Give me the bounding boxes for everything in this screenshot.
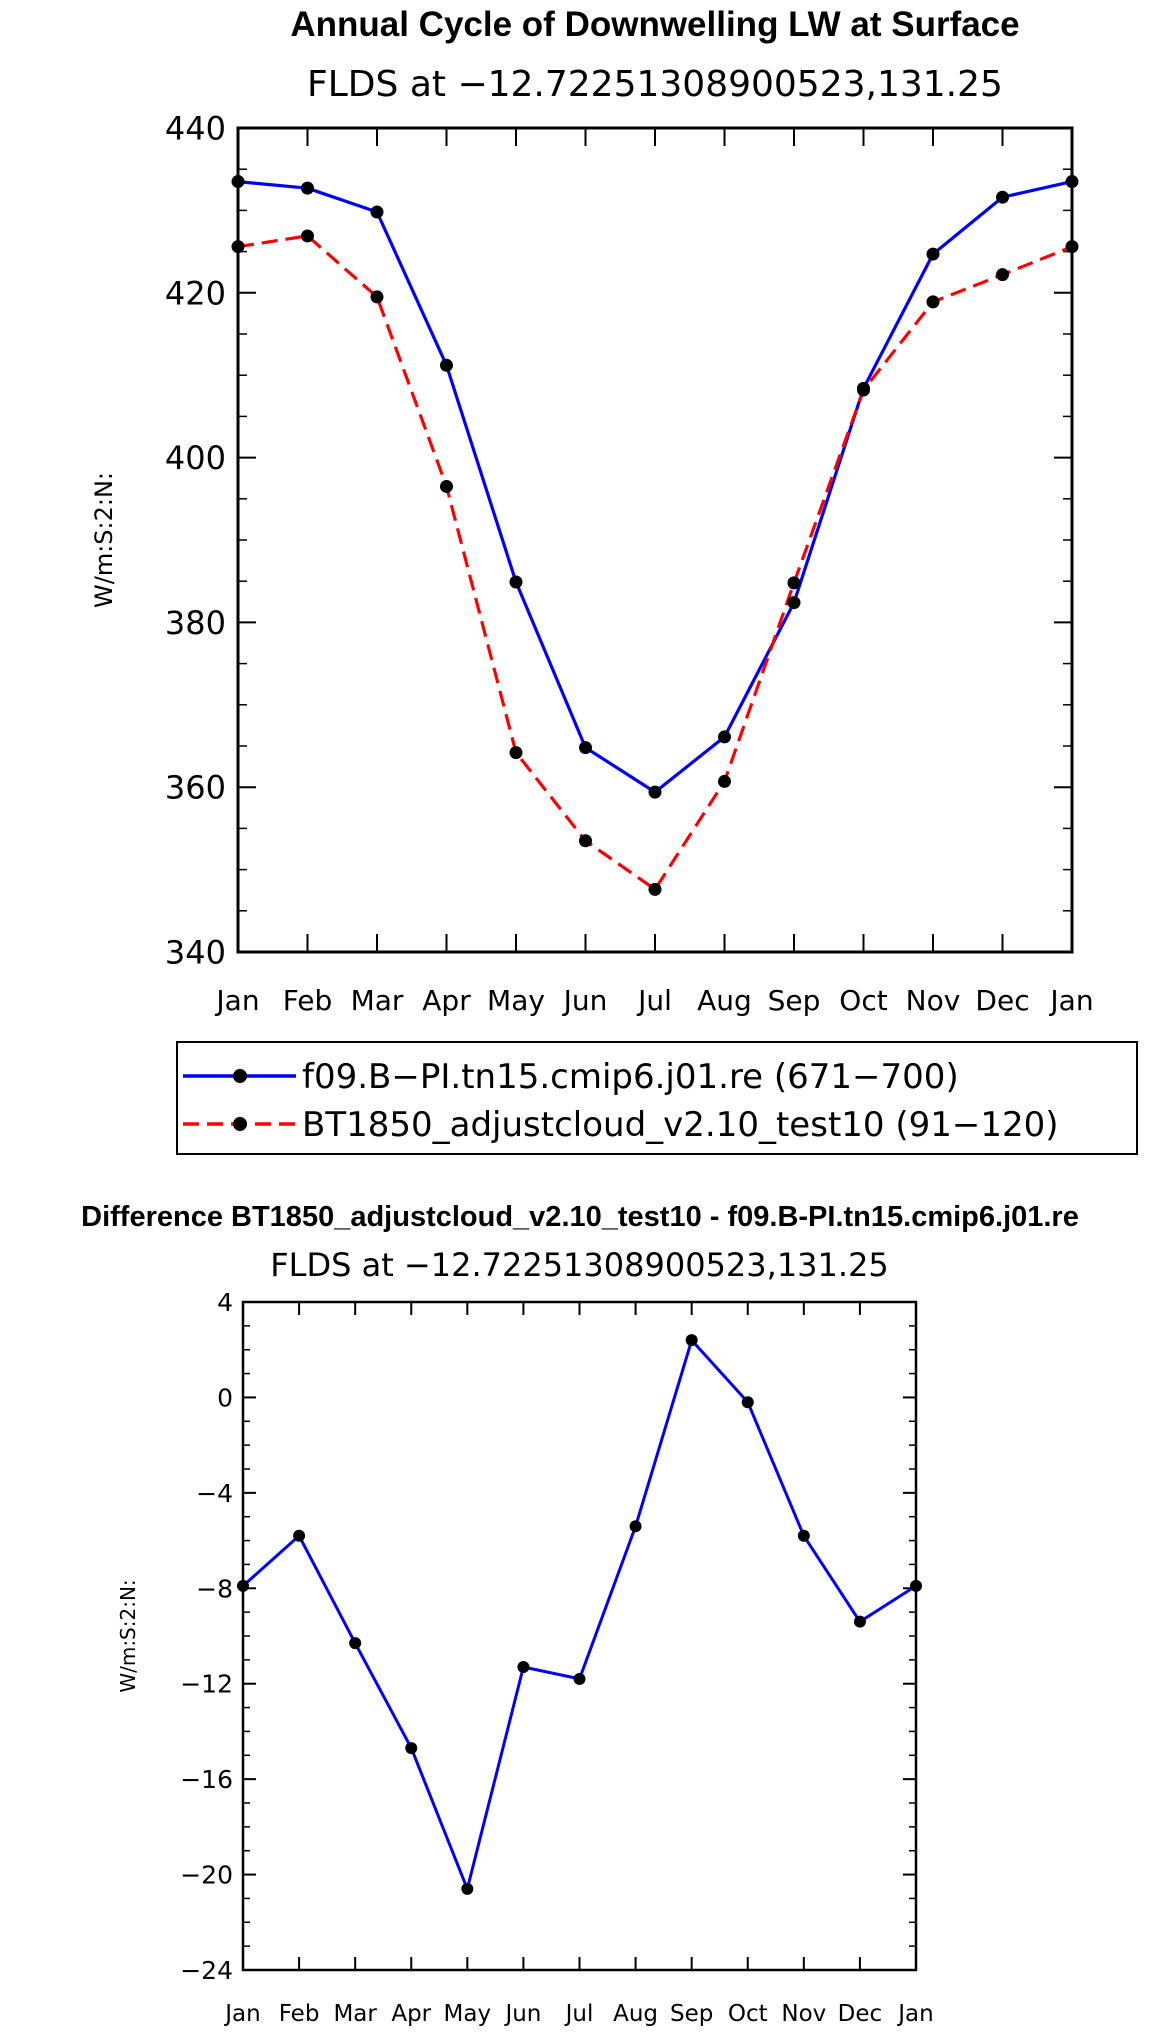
chart1-x-tick-label: Aug: [613, 2001, 658, 2027]
chart0-series-0-point: [648, 785, 662, 799]
chart1-series-0-point: [461, 1882, 474, 1895]
chart0-x-tick-label: Sep: [768, 984, 821, 1017]
chart0-series-1-point: [996, 268, 1009, 282]
chart1-x-tick-label: Jan: [223, 2001, 260, 2027]
chart0-x-tick-label: Aug: [697, 984, 752, 1017]
chart0-series-0-point: [926, 247, 940, 261]
chart0-series-0-point: [301, 181, 314, 195]
chart0-x-tick-label: Feb: [283, 984, 333, 1017]
chart0-subtitle: FLDS at −12.72251308900523,131.25: [307, 64, 1003, 105]
chart0-series-1-point: [440, 479, 453, 493]
chart0-series-0-point: [996, 190, 1009, 204]
chart0-legend-box: [176, 1041, 1138, 1155]
chart0-x-tick-label: Nov: [906, 984, 961, 1017]
chart0-series-0-point: [787, 596, 801, 610]
chart0-series-0-line: [237, 180, 1073, 794]
chart1-x-tick-label: Jul: [564, 2001, 594, 2027]
chart0-series-0-point: [579, 741, 592, 755]
chart0-y-tick-label: 340: [165, 934, 226, 972]
chart0-y-tick-label: 440: [165, 110, 226, 148]
chart1-series-0-point: [293, 1529, 306, 1542]
chart0-series-0-point: [718, 730, 731, 744]
chart1-series-0-point: [573, 1672, 586, 1685]
chart1-y-tick-label: −20: [180, 1861, 233, 1890]
chart1-x-tick-label: Oct: [728, 2001, 768, 2027]
chart0-series-1-point: [857, 383, 870, 397]
chart0-series-0-point: [370, 205, 384, 219]
chart0-x-tick-label: Jun: [562, 984, 608, 1017]
chart1-x-tick-label: Feb: [279, 2001, 320, 2027]
chart1-series-0-point: [853, 1615, 866, 1628]
chart0-series-1-point: [579, 834, 592, 848]
chart1-x-tick-label: May: [444, 2001, 492, 2027]
chart0-y-axis-label: W/m:S:2:N:: [90, 472, 118, 608]
chart0-x-tick-label: Dec: [975, 984, 1029, 1017]
chart0-series-0-point: [440, 358, 453, 372]
chart1-x-tick-label: Dec: [838, 2001, 883, 2027]
chart0-x-tick-label: Apr: [422, 984, 471, 1017]
chart1-y-tick-label: −12: [180, 1670, 233, 1699]
chart0-legend-marker-0: [233, 1069, 247, 1083]
chart0-x-tick-label: Jul: [636, 984, 672, 1017]
chart0-series-0-point: [509, 575, 523, 589]
chart0-legend-label-1: BT1850_adjustcloud_v2.10_test10 (91−120): [302, 1105, 1059, 1145]
chart1-y-tick-label: −4: [196, 1479, 233, 1508]
chart1-x-tick-label: Mar: [333, 2001, 377, 2027]
chart0-legend-marker-1: [233, 1117, 247, 1131]
chart0-title: Annual Cycle of Downwelling LW at Surfac…: [290, 5, 1019, 44]
chart0-series-1-point: [301, 229, 314, 243]
chart0-plot-frame: [236, 126, 1074, 954]
chart0-series-1-point: [370, 290, 384, 304]
chart0-x-tick-label: Jan: [214, 984, 259, 1017]
chart1-y-tick-label: −16: [180, 1765, 233, 1794]
chart0-series-1-point: [648, 882, 662, 896]
chart0-y-tick-label: 380: [165, 604, 226, 642]
chart0-series-1-point: [718, 774, 731, 788]
chart1-series-0-point: [517, 1661, 530, 1674]
chart1-x-tick-label: Sep: [670, 2001, 713, 2027]
chart0-series-1-point: [787, 576, 801, 590]
chart0-x-tick-label: Oct: [839, 984, 887, 1017]
chart0-series-1-point: [926, 295, 940, 309]
chart1-x-tick-label: Jun: [503, 2001, 541, 2027]
chart1-subtitle: FLDS at −12.72251308900523,131.25: [270, 1246, 889, 1284]
chart1-x-tick-label: Nov: [781, 2001, 826, 2027]
chart1-y-tick-label: −24: [180, 1956, 233, 1985]
chart1-series-0-point: [741, 1396, 754, 1409]
chart1-series-0-point: [405, 1742, 418, 1755]
chart1-y-tick-label: 4: [217, 1288, 233, 1317]
chart0-y-tick-label: 400: [165, 439, 226, 477]
chart0-legend-label-0: f09.B−PI.tn15.cmip6.j01.re (671−700): [302, 1057, 959, 1097]
chart1-y-axis-label: W/m:S:2:N:: [116, 1579, 140, 1692]
chart1-series-0-point: [685, 1334, 698, 1347]
chart0-series-1-point: [509, 746, 523, 760]
chart1-y-tick-label: −8: [196, 1574, 233, 1603]
chart1-x-tick-label: Apr: [391, 2001, 431, 2027]
chart1-series-0-point: [797, 1529, 810, 1542]
chart0-x-tick-label: Mar: [351, 984, 404, 1017]
chart1-plot-frame: [241, 1300, 918, 1972]
chart1-title: Difference BT1850_adjustcloud_v2.10_test…: [81, 1201, 1079, 1233]
chart1-series-0-point: [349, 1637, 362, 1650]
chart0-x-tick-label: Jan: [1048, 984, 1093, 1017]
chart1-series-0-point: [629, 1520, 642, 1533]
chart0-y-tick-label: 420: [165, 274, 226, 312]
chart0-y-tick-label: 360: [165, 769, 226, 807]
chart1-series-0-line: [242, 1338, 917, 1891]
chart1-x-tick-label: Jan: [896, 2001, 933, 2027]
chart0-x-tick-label: May: [487, 984, 545, 1017]
chart1-y-tick-label: 0: [217, 1383, 233, 1412]
